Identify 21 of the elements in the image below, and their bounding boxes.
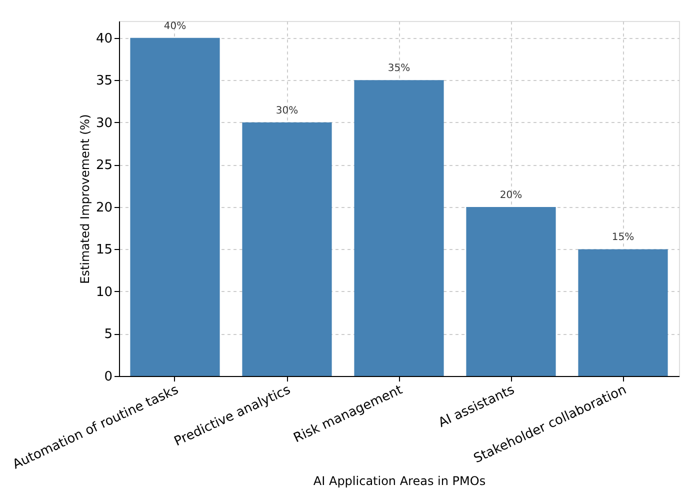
y-tick-label: 25 bbox=[96, 158, 112, 174]
y-tick-label: 5 bbox=[104, 327, 112, 342]
y-tick-label: 30 bbox=[96, 116, 112, 131]
y-tick-label: 20 bbox=[96, 200, 112, 216]
bar bbox=[130, 38, 220, 376]
data-label: 15% bbox=[612, 232, 634, 244]
y-tick-label: 40 bbox=[96, 31, 112, 46]
bar bbox=[242, 122, 332, 376]
y-axis-title: Estimated Improvement (%) bbox=[78, 114, 92, 284]
y-tick-label: 15 bbox=[96, 242, 112, 258]
bar bbox=[354, 80, 444, 376]
data-label: 40% bbox=[164, 20, 186, 32]
bar bbox=[578, 249, 668, 376]
y-tick-label: 35 bbox=[96, 74, 112, 89]
x-axis-title: AI Application Areas in PMOs bbox=[313, 474, 486, 488]
data-label: 30% bbox=[276, 105, 298, 116]
y-tick-label: 10 bbox=[96, 284, 112, 300]
bar bbox=[466, 206, 556, 376]
y-tick-label: 0 bbox=[104, 370, 112, 384]
data-label: 20% bbox=[500, 190, 522, 201]
data-label: 35% bbox=[388, 63, 410, 74]
